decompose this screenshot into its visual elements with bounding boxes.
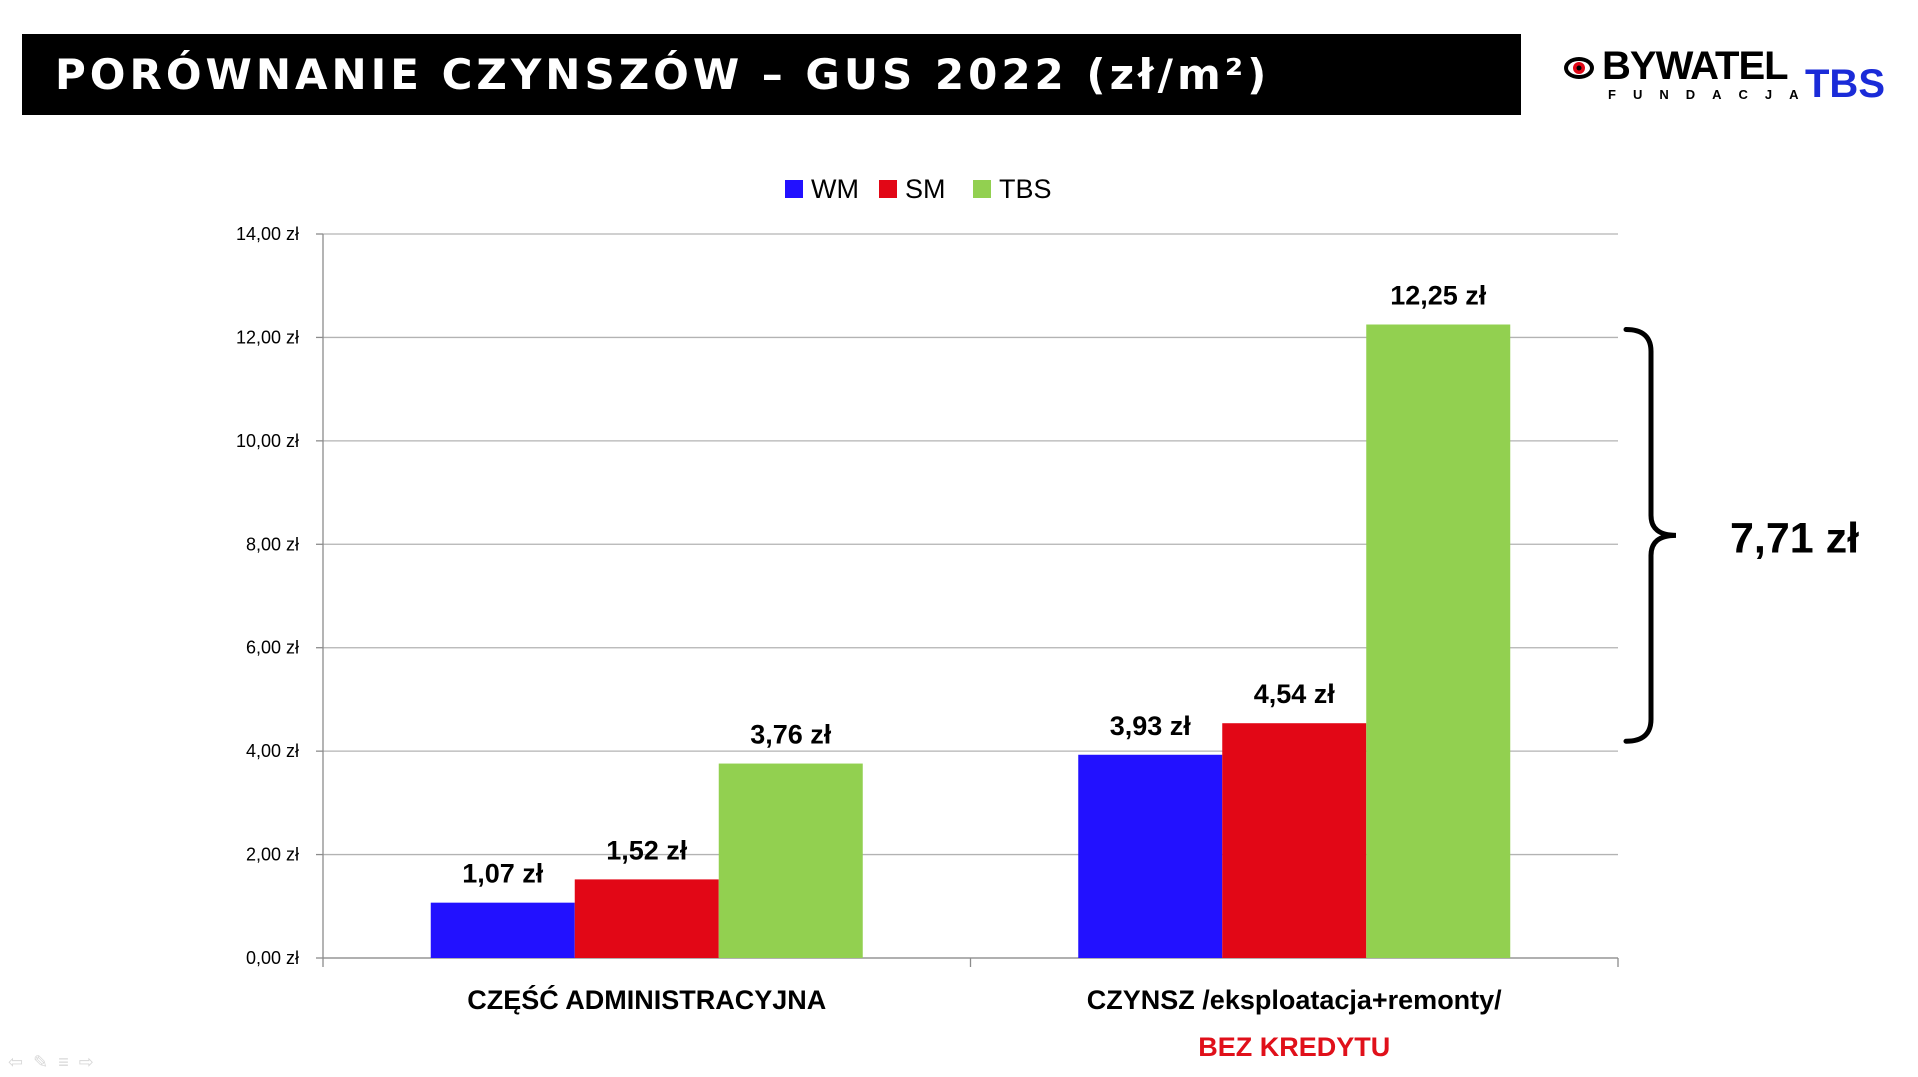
legend-label: TBS — [999, 174, 1052, 204]
bar-wm — [1078, 754, 1223, 958]
annotation-label: 7,71 zł — [1730, 514, 1859, 562]
y-tick-label: 8,00 zł — [246, 534, 299, 554]
data-label: 1,07 zł — [462, 859, 544, 889]
eye-icon — [1564, 57, 1594, 79]
data-label: 12,25 zł — [1390, 281, 1487, 311]
bar-tbs — [1366, 324, 1511, 958]
data-label: 4,54 zł — [1254, 679, 1336, 709]
y-tick-label: 0,00 zł — [246, 948, 299, 968]
logo: BYWATEL FUNDACJA TBS — [1560, 46, 1895, 108]
slide-title: PORÓWNANIE CZYNSZÓW – GUS 2022 (zł/m²) — [55, 50, 1271, 99]
data-label: 3,93 zł — [1110, 711, 1192, 741]
arrow-right-icon[interactable]: ⇨ — [78, 1052, 94, 1072]
arrow-left-icon[interactable]: ⇦ — [8, 1052, 24, 1072]
legend-label: SM — [905, 174, 946, 204]
menu-icon[interactable]: ≡ — [58, 1052, 69, 1072]
pen-icon[interactable]: ✎ — [33, 1052, 49, 1072]
annotation-bracket — [1623, 327, 1677, 744]
bar-wm — [430, 902, 575, 958]
slide-nav: ⇦ ✎ ≡ ⇨ — [8, 1053, 94, 1071]
bar-sm — [574, 879, 719, 958]
logo-wordmark: BYWATEL — [1602, 44, 1789, 88]
y-tick-label: 2,00 zł — [246, 845, 299, 865]
bar-tbs — [718, 763, 863, 958]
data-label: 1,52 zł — [606, 835, 688, 865]
bar-sm — [1222, 723, 1367, 958]
y-tick-label: 4,00 zł — [246, 741, 299, 761]
category-label: CZYNSZ /eksploatacja+remonty/ — [1087, 985, 1502, 1015]
logo-brand: TBS — [1805, 62, 1885, 106]
logo-subtitle: FUNDACJA — [1608, 87, 1816, 102]
legend-label: WM — [811, 174, 859, 204]
y-tick-label: 10,00 zł — [236, 431, 299, 451]
legend-swatch-tbs — [973, 180, 991, 198]
title-bar: PORÓWNANIE CZYNSZÓW – GUS 2022 (zł/m²) — [22, 34, 1521, 115]
data-label: 3,76 zł — [750, 720, 832, 750]
category-sublabel: BEZ KREDYTU — [1198, 1032, 1390, 1062]
legend-swatch-wm — [785, 180, 803, 198]
y-tick-label: 12,00 zł — [236, 327, 299, 347]
category-label: CZĘŚĆ ADMINISTRACYJNA — [467, 984, 826, 1015]
legend-swatch-sm — [879, 180, 897, 198]
y-tick-label: 6,00 zł — [246, 638, 299, 658]
y-tick-label: 14,00 zł — [236, 224, 299, 244]
